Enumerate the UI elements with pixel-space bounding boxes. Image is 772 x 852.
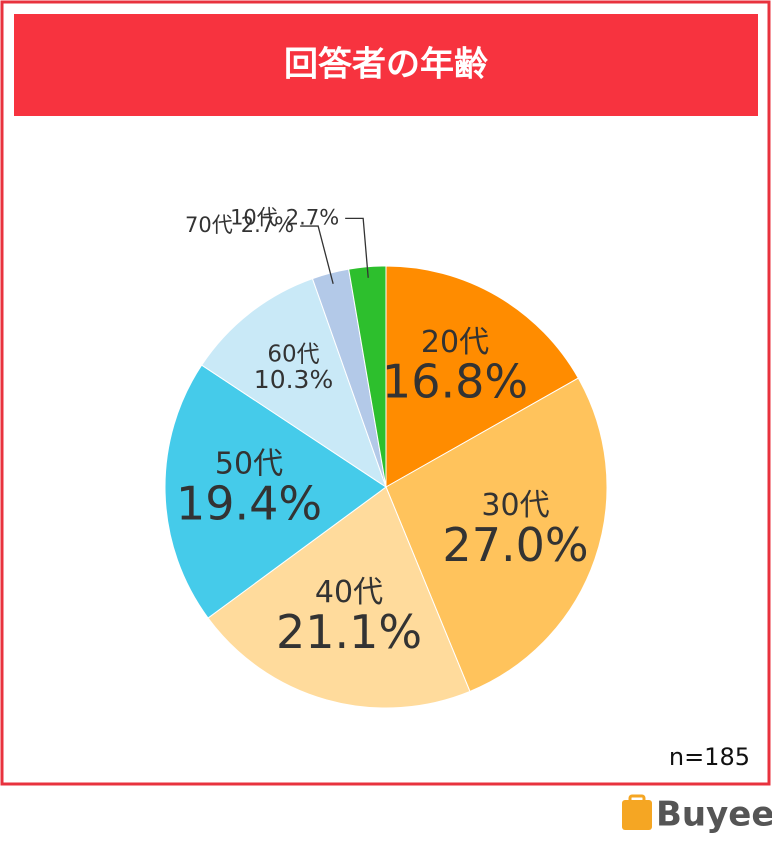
pie-slice (385, 377, 608, 693)
slice-category: 10代 (230, 205, 278, 229)
slice-category: 40代 (315, 575, 383, 610)
brand: Buyee (656, 795, 772, 835)
pie-slice (200, 277, 387, 489)
slice-category: 20代 (421, 325, 489, 360)
slice-percent: 19.4% (176, 476, 322, 530)
chart-title: 回答者の年齢 (284, 45, 488, 85)
slice-category: 50代 (215, 447, 283, 482)
slice-category: 30代 (481, 488, 549, 523)
slice-label: 10代 2.7% (230, 205, 339, 229)
slice-percent: 16.8% (382, 355, 528, 409)
leader-line (300, 225, 334, 284)
slice-category: 70代 (185, 213, 233, 237)
slice-percent: 2.7% (286, 205, 339, 229)
pie-slice (164, 364, 387, 619)
slice-percent: 10.3% (254, 365, 333, 394)
slice-percent: 2.7% (241, 213, 294, 237)
slice-percent: 21.1% (276, 605, 422, 659)
leader-line (345, 217, 369, 278)
title-banner (14, 14, 758, 116)
slice-category: 60代 (267, 341, 319, 367)
pie-slice (385, 265, 579, 488)
brand-logo: Buyee (622, 794, 772, 835)
logo-handle (628, 794, 646, 806)
logo-icon (622, 800, 652, 830)
note: n=185 (669, 743, 750, 771)
pie-slice (207, 486, 471, 709)
slice-label: 70代 2.7% (185, 213, 294, 237)
slice-percent: 27.0% (442, 518, 588, 572)
